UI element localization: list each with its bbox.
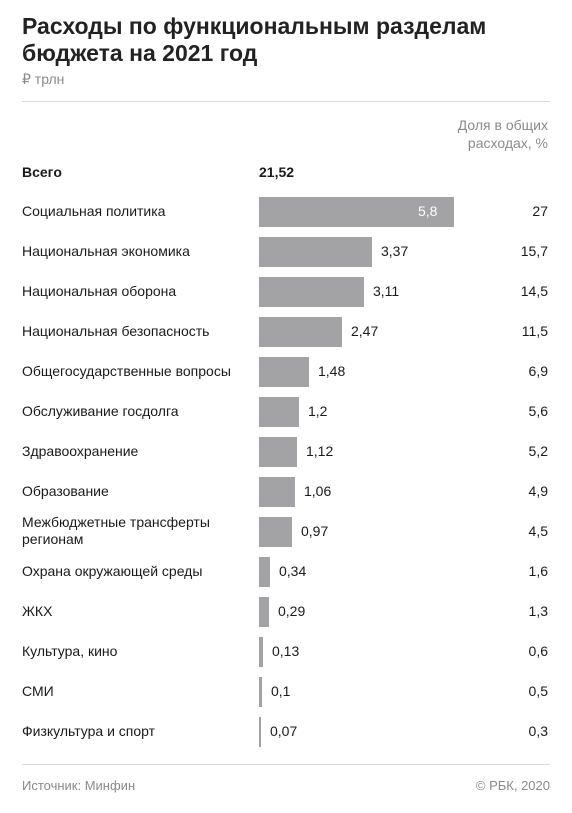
share-value: 15,7 bbox=[520, 243, 548, 259]
bar bbox=[259, 597, 269, 627]
bar bbox=[259, 517, 292, 547]
share-value: 27 bbox=[532, 203, 548, 219]
total-value: 21,52 bbox=[259, 164, 295, 180]
value-label: 1,06 bbox=[304, 483, 332, 499]
category-label: Обслуживание госдолга bbox=[22, 402, 179, 419]
bar bbox=[259, 357, 309, 387]
share-column-header: Доля в общих расходах, % bbox=[457, 117, 548, 151]
share-value: 6,9 bbox=[528, 363, 548, 379]
total-label: Всего bbox=[22, 164, 62, 180]
share-value: 11,5 bbox=[521, 323, 548, 339]
value-label: 0,34 bbox=[279, 563, 307, 579]
chart-row: СМИ 0,1 0,5 bbox=[0, 671, 572, 711]
chart-row: Национальная оборона 3,11 14,5 bbox=[0, 271, 572, 311]
chart-row: ЖКХ 0,29 1,3 bbox=[0, 591, 572, 631]
share-value: 5,6 bbox=[528, 403, 548, 419]
top-divider bbox=[22, 101, 550, 102]
chart-row: Обслуживание госдолга 1,2 5,6 bbox=[0, 391, 572, 431]
bar bbox=[259, 437, 297, 467]
chart-row: Физкультура и спорт 0,07 0,3 bbox=[0, 711, 572, 751]
bar bbox=[259, 397, 299, 427]
category-label: Общегосударственные вопросы bbox=[22, 362, 231, 379]
bar bbox=[259, 237, 372, 267]
value-label: 1,48 bbox=[318, 363, 346, 379]
share-value: 0,3 bbox=[528, 723, 548, 739]
category-label: ЖКХ bbox=[22, 602, 53, 619]
share-value: 14,5 bbox=[520, 283, 548, 299]
value-label: 3,37 bbox=[381, 243, 409, 259]
category-label: Физкультура и спорт bbox=[22, 722, 156, 739]
chart-row: Образование 1,06 4,9 bbox=[0, 471, 572, 511]
category-label: Образование bbox=[22, 482, 109, 499]
chart-row: Национальная безопасность 2,47 11,5 bbox=[0, 311, 572, 351]
category-label: Национальная безопасность bbox=[22, 322, 210, 339]
value-label: 0,29 bbox=[278, 603, 306, 619]
value-label: 1,12 bbox=[306, 443, 334, 459]
value-label: 0,97 bbox=[301, 523, 329, 539]
unit-label: ₽ трлн bbox=[22, 71, 65, 87]
share-value: 1,6 bbox=[528, 563, 548, 579]
category-label: Здравоохранение bbox=[22, 442, 139, 459]
chart-row: Общегосударственные вопросы 1,48 6,9 bbox=[0, 351, 572, 391]
source-note: Источник: Минфин bbox=[22, 778, 136, 793]
value-label: 0,07 bbox=[270, 723, 298, 739]
chart-row: Культура, кино 0,13 0,6 bbox=[0, 631, 572, 671]
value-label: 0,1 bbox=[271, 683, 291, 699]
chart-row: Социальная политика 5,8 27 bbox=[0, 191, 572, 231]
share-value: 0,5 bbox=[528, 683, 548, 699]
category-label: СМИ bbox=[22, 682, 54, 699]
category-label: Национальная оборона bbox=[22, 282, 177, 299]
share-value: 0,6 bbox=[528, 643, 548, 659]
bar bbox=[259, 317, 342, 347]
chart-row: Здравоохранение 1,12 5,2 bbox=[0, 431, 572, 471]
bar bbox=[259, 557, 270, 587]
bar bbox=[259, 197, 454, 227]
bar bbox=[259, 477, 295, 507]
chart-row: Национальная экономика 3,37 15,7 bbox=[0, 231, 572, 271]
chart-row: Охрана окружающей среды 0,34 1,6 bbox=[0, 551, 572, 591]
category-label: Охрана окружающей среды bbox=[22, 562, 203, 579]
value-label: 0,13 bbox=[272, 643, 300, 659]
category-label: Социальная политика bbox=[22, 202, 166, 219]
bar bbox=[259, 717, 261, 747]
bar bbox=[259, 277, 364, 307]
share-value: 4,5 bbox=[528, 523, 548, 539]
chart-row: Межбюджетные трансферты регионам 0,97 4,5 bbox=[0, 511, 572, 551]
value-label: 2,47 bbox=[351, 323, 379, 339]
bar bbox=[259, 677, 262, 707]
share-value: 1,3 bbox=[528, 603, 548, 619]
value-label: 1,2 bbox=[308, 403, 328, 419]
value-label: 5,8 bbox=[418, 203, 438, 219]
share-value: 5,2 bbox=[528, 443, 548, 459]
category-label: Межбюджетные трансферты регионам bbox=[22, 514, 210, 547]
chart-title: Расходы по функциональным разделам бюдже… bbox=[22, 13, 487, 66]
share-value: 4,9 bbox=[528, 483, 548, 499]
category-label: Культура, кино bbox=[22, 642, 118, 659]
bar bbox=[259, 637, 263, 667]
category-label: Национальная экономика bbox=[22, 242, 190, 259]
bottom-divider bbox=[22, 764, 550, 765]
value-label: 3,11 bbox=[373, 283, 400, 299]
copyright: © РБК, 2020 bbox=[475, 778, 550, 793]
